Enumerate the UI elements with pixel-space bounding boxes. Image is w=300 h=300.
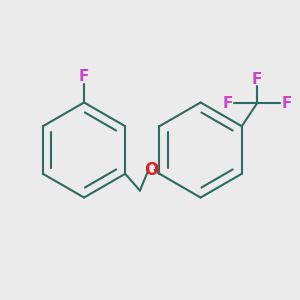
Text: O: O [144,161,159,179]
Text: F: F [252,72,262,87]
Text: F: F [282,96,292,111]
Text: F: F [222,96,233,111]
Text: F: F [79,69,89,84]
